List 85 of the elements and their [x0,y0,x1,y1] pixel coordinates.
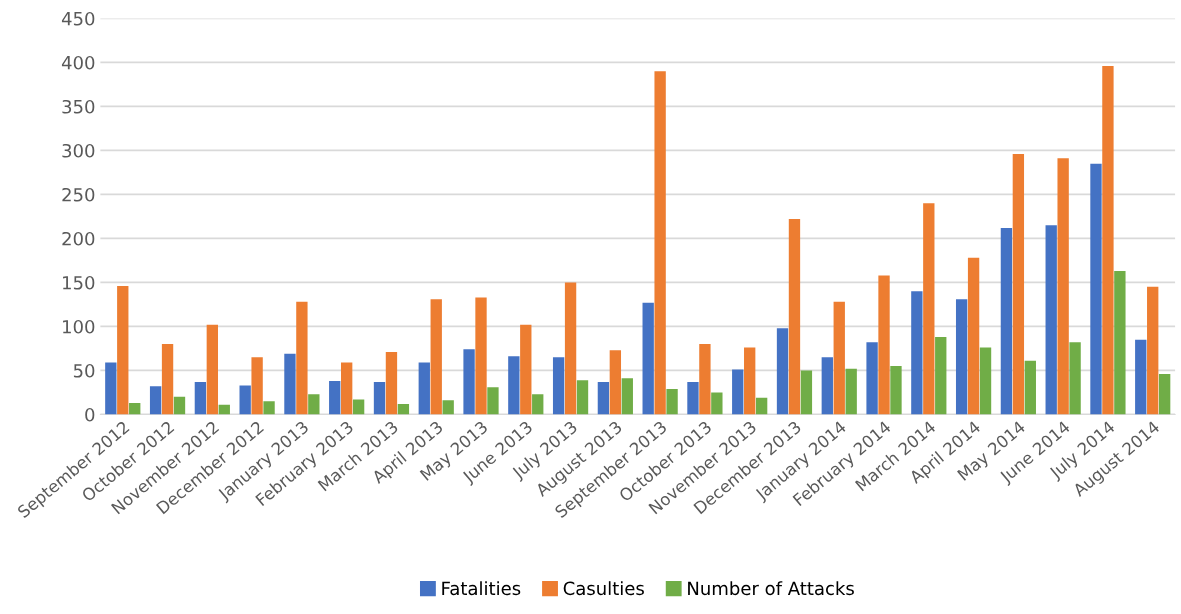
bar [520,324,532,415]
bar [117,285,129,415]
bar [955,299,968,415]
bar [463,349,475,415]
bar [218,404,230,415]
bar [744,347,756,415]
bar [251,357,263,415]
bar [1158,373,1171,415]
bar [923,203,935,415]
bar [508,356,520,415]
bar [418,362,430,415]
bar [352,399,365,415]
bar [475,297,487,415]
legend-label: Fatalities [442,581,521,596]
bar [161,344,174,415]
bar [699,344,711,415]
bar [755,397,768,415]
bar [1012,153,1025,415]
bar [129,403,141,415]
y-tick-label: 450 [61,11,95,26]
bar [385,351,398,415]
y-tick-label: 300 [62,143,95,158]
bar [1024,360,1036,415]
y-tick-label: 200 [62,231,95,246]
bar [239,385,251,415]
bar [935,337,947,415]
legend-label: Casulties [563,581,644,596]
bar [308,394,320,415]
bar [666,388,678,415]
bar [776,328,789,415]
bar [732,369,744,415]
bar [173,396,186,415]
bar [263,401,275,415]
bar [911,291,923,415]
bar [1000,227,1013,415]
bar [442,400,454,415]
bar [373,381,386,415]
bar [800,370,813,415]
bar [564,282,577,415]
bar [1045,225,1057,415]
bar [866,342,878,415]
bar [711,392,723,415]
bar [967,257,980,415]
bar [149,386,162,415]
bar [341,362,353,415]
bar [642,302,654,415]
bar [1147,286,1159,415]
bar [532,394,544,415]
bar [821,357,833,415]
bar [206,324,219,415]
bar [788,219,801,415]
bar [1069,342,1081,415]
y-tick-label: 250 [62,187,95,202]
bar [1090,163,1102,415]
bar [845,368,857,415]
bar [329,381,341,415]
bar [576,380,589,415]
bar [597,381,610,415]
bar [397,403,410,415]
bar [687,381,699,415]
y-tick-label: 50 [73,363,95,378]
bar [890,366,902,415]
bar [1057,158,1069,415]
bar [1135,339,1147,415]
y-tick-label: 0 [85,407,95,422]
bar [833,301,845,415]
legend-label: Number of Attacks [688,581,854,596]
bar [609,350,622,415]
bar [1114,271,1126,415]
bar [621,378,633,415]
y-tick-label: 400 [61,55,95,70]
bar [296,301,308,415]
bar [878,275,890,415]
bar [1102,65,1114,415]
y-tick-label: 100 [63,319,95,334]
bar [487,387,499,415]
bar [979,347,992,415]
bar [430,299,442,415]
y-tick-label: 350 [62,99,95,114]
bar [284,353,296,415]
bar [105,362,117,415]
y-tick-label: 150 [63,275,95,290]
bar [552,357,565,415]
bar [654,71,666,415]
bar [194,381,207,415]
